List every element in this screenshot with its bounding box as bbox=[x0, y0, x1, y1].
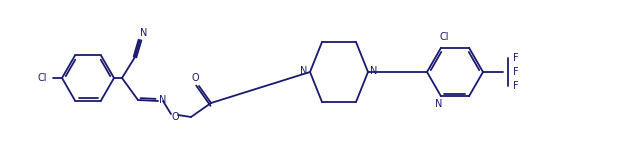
Text: O: O bbox=[171, 112, 179, 122]
Text: N: N bbox=[371, 66, 378, 76]
Text: N: N bbox=[159, 95, 167, 105]
Text: Cl: Cl bbox=[38, 72, 47, 83]
Text: N: N bbox=[141, 28, 148, 38]
Text: F: F bbox=[513, 67, 519, 77]
Text: O: O bbox=[191, 73, 199, 83]
Text: Cl: Cl bbox=[439, 32, 449, 42]
Text: N: N bbox=[435, 99, 443, 109]
Text: F: F bbox=[513, 81, 519, 91]
Text: N: N bbox=[300, 66, 308, 76]
Text: F: F bbox=[513, 53, 519, 63]
